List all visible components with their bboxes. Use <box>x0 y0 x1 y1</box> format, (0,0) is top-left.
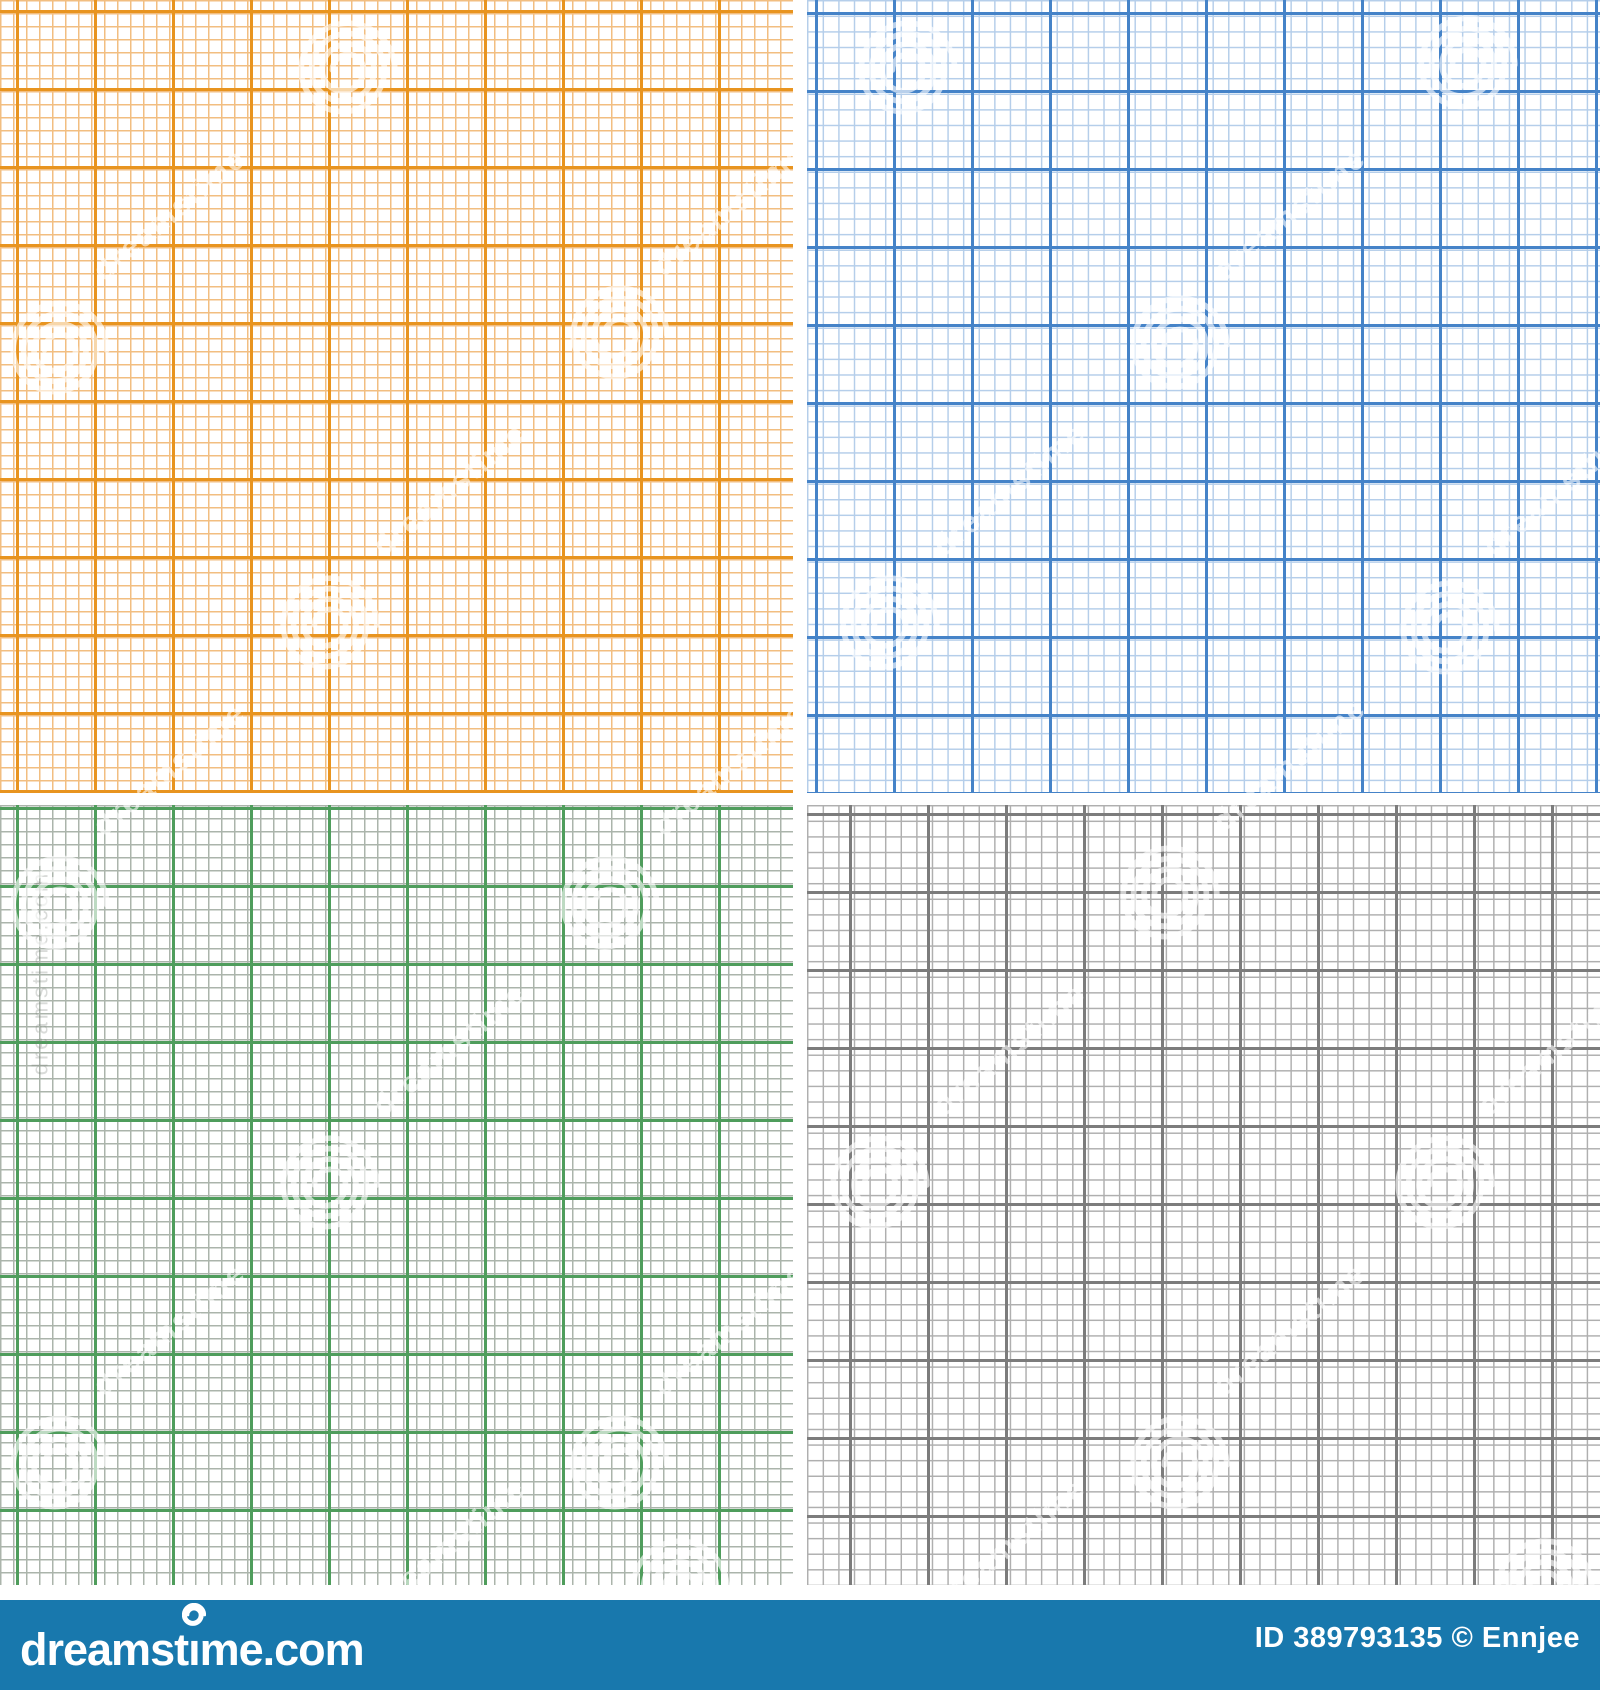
image-credit-text: ID 389793135 © Ennjee <box>1254 1621 1580 1654</box>
footer-bar: dreamst ı me.com ID 389793135 © Ennjee <box>0 1600 1600 1690</box>
graph-paper-blue <box>807 0 1600 793</box>
logo-text-pre: dreamst <box>20 1623 189 1675</box>
logo-text-post: me.com <box>199 1623 365 1675</box>
logo-letter-i: ı <box>181 1602 206 1672</box>
dreamstime-logo: dreamst ı me.com <box>20 1602 365 1675</box>
graph-paper-gray <box>807 805 1600 1585</box>
graph-paper-green <box>0 805 793 1585</box>
logo-spiral-icon <box>181 1602 206 1626</box>
graph-paper-orange <box>0 0 793 793</box>
